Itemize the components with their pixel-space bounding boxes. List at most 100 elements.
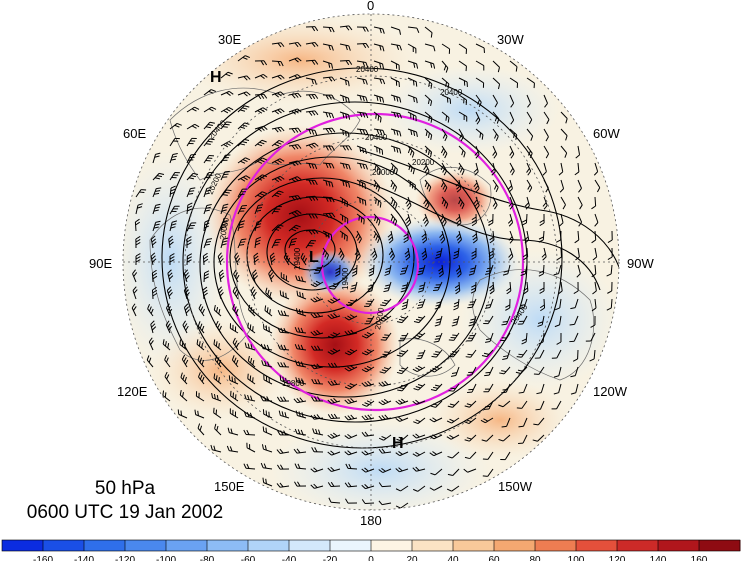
wind-barb-feather: [330, 433, 335, 438]
wind-barb-feather: [252, 269, 257, 274]
wind-barb: [305, 229, 315, 232]
wind-barb-feather: [494, 133, 497, 139]
wind-barb-feather: [133, 306, 137, 311]
wind-barb: [197, 427, 205, 436]
wind-barb-feather: [527, 184, 531, 190]
colorbar-tick-label: 60: [488, 555, 500, 561]
lon-label-150w: 150W: [498, 479, 533, 494]
wind-barb: [560, 179, 565, 189]
wind-barb-feather: [379, 371, 385, 374]
wind-barb-feather: [204, 219, 210, 223]
wind-barb-feather: [297, 361, 301, 367]
wind-barb-feather: [188, 177, 195, 180]
wind-barb: [509, 179, 513, 189]
wind-barb-feather: [300, 327, 304, 333]
wind-barb: [400, 485, 409, 492]
wind-barb: [522, 434, 528, 444]
wind-barb-feather: [382, 130, 386, 136]
wind-barb: [220, 171, 226, 181]
wind-barb: [441, 264, 444, 274]
wind-barb-feather: [314, 396, 318, 402]
wind-barb-feather: [379, 45, 382, 51]
wind-barb-feather: [417, 354, 423, 357]
wind-barb: [594, 162, 599, 172]
wind-barb-feather: [294, 75, 299, 80]
wind-barb-feather: [308, 144, 313, 149]
wind-barb-feather: [606, 273, 612, 277]
wind-barb-feather: [221, 223, 228, 226]
wind-barb-feather: [152, 241, 157, 246]
wind-barb-feather: [394, 203, 398, 209]
wind-barb: [424, 179, 432, 188]
wind-barb-feather: [226, 121, 232, 124]
wind-barb-feather: [280, 74, 285, 79]
wind-barb: [388, 264, 392, 274]
wind-barb-feather: [265, 287, 268, 293]
wind-barb: [400, 502, 409, 509]
wind-barb: [197, 325, 205, 334]
wind-barb-feather: [342, 163, 345, 169]
wind-barb-feather: [375, 113, 377, 119]
wind-barb-feather: [358, 215, 360, 221]
wind-barb-feather: [474, 171, 479, 176]
wind-barb-feather: [412, 368, 418, 373]
wind-barb-feather: [280, 91, 285, 96]
wind-barb-feather: [508, 236, 513, 241]
wind-barb-feather: [365, 113, 369, 119]
wind-barb-feather: [164, 392, 167, 398]
contour-label: 19400: [341, 267, 350, 290]
wind-barb: [577, 196, 583, 206]
wind-barb-feather: [253, 275, 259, 280]
wind-barb-feather: [325, 94, 329, 100]
wind-barb-feather: [277, 42, 282, 48]
wind-barb-feather: [333, 313, 338, 318]
wind-barb-feather: [433, 340, 439, 343]
wind-barb: [366, 366, 375, 373]
wind-barb: [365, 417, 375, 421]
wind-barb: [441, 145, 448, 154]
lon-label-30w: 30W: [497, 32, 524, 47]
wind-barb-feather: [243, 92, 248, 97]
wind-barb-feather: [257, 110, 263, 114]
wind-barb-feather: [243, 76, 248, 81]
wind-barb-feather: [234, 340, 238, 346]
wind-barb-feather: [541, 253, 546, 258]
wind-barb-feather: [311, 179, 315, 185]
wind-barb: [373, 77, 383, 80]
wind-barb-feather: [466, 403, 472, 406]
wind-barb-feather: [255, 242, 261, 246]
wind-barb-feather: [365, 129, 369, 135]
wind-barb-feather: [413, 336, 419, 340]
wind-barb-feather: [523, 256, 528, 261]
wind-barb-feather: [456, 233, 461, 238]
wind-barb-feather: [471, 222, 477, 227]
wind-barb: [169, 138, 176, 147]
wind-barb-feather: [135, 239, 141, 243]
wind-barb-feather: [207, 140, 213, 143]
lon-label-60w: 60W: [593, 126, 620, 141]
wind-barb: [560, 162, 564, 172]
wind-barb: [280, 451, 290, 454]
wind-barb-feather: [348, 25, 353, 31]
wind-barb-feather: [387, 233, 392, 238]
wind-barb: [196, 395, 205, 402]
wind-barb-feather: [362, 163, 366, 170]
wind-barb-feather: [395, 488, 401, 492]
wind-barb-feather: [372, 253, 377, 258]
colorbar-tick-label: 160: [691, 555, 708, 561]
wind-barb-feather: [300, 429, 304, 435]
wind-barb-feather: [479, 132, 482, 138]
wind-barb-feather: [283, 362, 287, 368]
wind-barb-feather: [579, 204, 583, 210]
wind-barb-feather: [215, 320, 219, 326]
wind-barb-feather: [344, 415, 349, 421]
wind-barb: [322, 162, 333, 165]
wind-barb-feather: [227, 427, 230, 433]
wind-barb: [382, 502, 392, 506]
wind-barb-feather: [443, 221, 447, 227]
wind-barb-feather: [368, 270, 374, 274]
wind-barb-feather: [349, 348, 355, 353]
wind-barb: [322, 247, 329, 256]
wind-barb-feather: [348, 463, 352, 469]
wind-barb-feather: [260, 126, 265, 131]
